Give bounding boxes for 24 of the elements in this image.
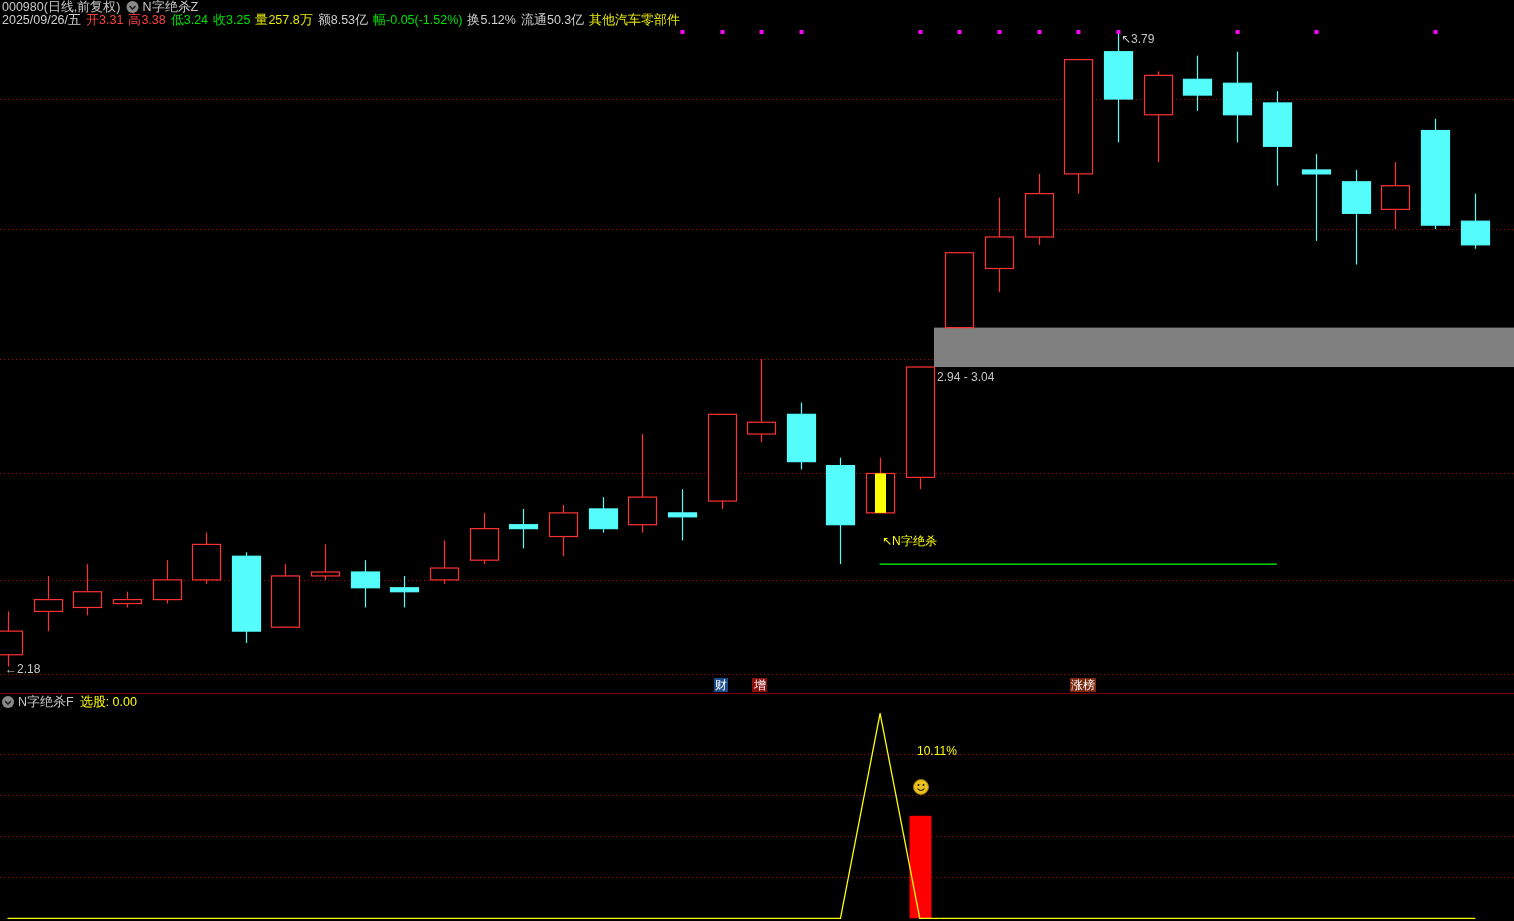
annotation: 涨榜 xyxy=(1070,678,1096,692)
band-label: 2.94 - 3.04 xyxy=(937,370,995,385)
annotation: 10.11% xyxy=(917,744,957,758)
annotation: 财 xyxy=(714,678,728,692)
subtitle: 量257.8万 xyxy=(255,13,313,27)
subtitle: 换5.12% xyxy=(467,13,516,27)
subtitle: 幅-0.05(-1.52%) xyxy=(373,13,463,27)
subtitle: 高3.38 xyxy=(128,13,166,27)
title: 000980(日线,前复权) xyxy=(2,0,121,14)
annotation: 增 xyxy=(752,678,767,692)
annotation: : 0.00 xyxy=(105,695,137,709)
subtitle: 开3.31 xyxy=(86,13,124,27)
subtitle: 2025/09/26/五 xyxy=(2,13,82,27)
annotation: ↖3.79 xyxy=(1121,32,1155,46)
annotation: ↖N字绝杀 xyxy=(882,534,937,548)
series-name: 选股 xyxy=(79,695,106,709)
subtitle: 收3.25 xyxy=(213,13,251,27)
annotation: N字绝杀Z xyxy=(142,0,199,14)
subtitle: 其他汽车零部件 xyxy=(589,13,681,27)
subtitle: 流通50.3亿 xyxy=(520,13,585,27)
annotation: ←2.18 xyxy=(5,662,41,676)
subtitle: 低3.24 xyxy=(170,13,209,27)
subtitle: 额8.53亿 xyxy=(317,13,369,27)
title: N字绝杀F xyxy=(18,695,74,709)
